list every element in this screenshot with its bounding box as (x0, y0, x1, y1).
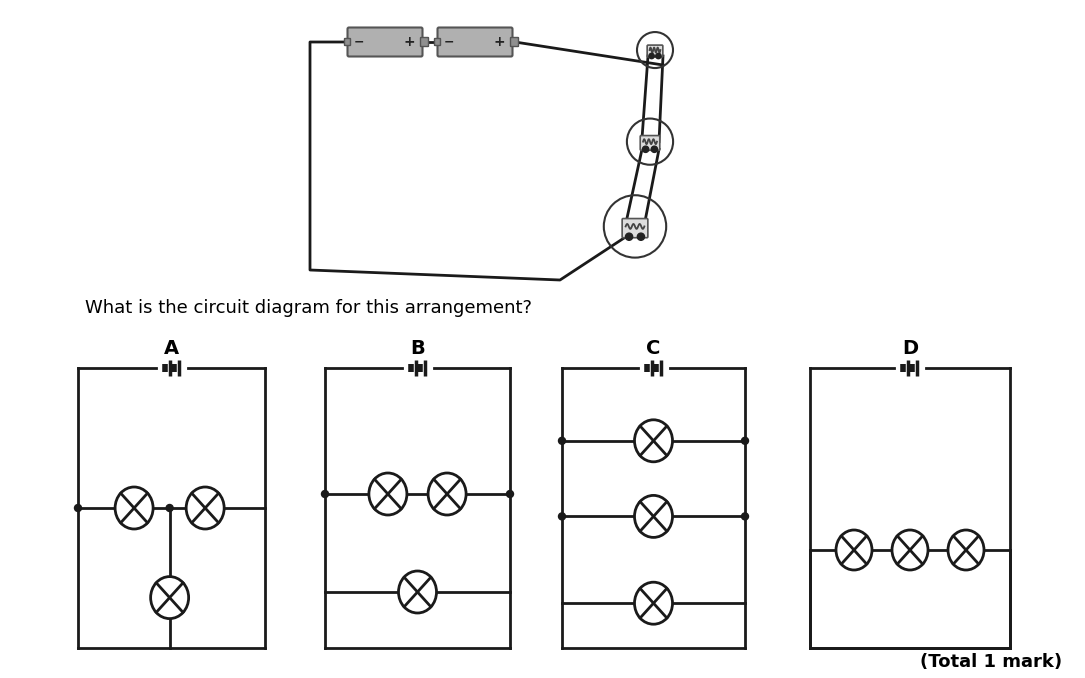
Circle shape (166, 504, 174, 511)
Ellipse shape (115, 487, 153, 529)
Text: What is the circuit diagram for this arrangement?: What is the circuit diagram for this arr… (85, 299, 532, 317)
FancyBboxPatch shape (347, 28, 422, 56)
Text: A: A (164, 338, 179, 357)
Circle shape (559, 513, 565, 520)
Circle shape (642, 146, 649, 153)
Ellipse shape (635, 582, 673, 624)
Circle shape (741, 437, 749, 444)
Ellipse shape (948, 530, 984, 570)
Circle shape (559, 437, 565, 444)
FancyBboxPatch shape (345, 39, 350, 45)
Circle shape (625, 233, 633, 240)
Text: D: D (902, 338, 918, 357)
FancyBboxPatch shape (640, 136, 660, 151)
Ellipse shape (151, 576, 189, 618)
Ellipse shape (837, 530, 872, 570)
Text: +: + (404, 35, 414, 49)
FancyBboxPatch shape (647, 45, 663, 57)
Text: B: B (410, 338, 425, 357)
Ellipse shape (369, 473, 407, 515)
Circle shape (75, 504, 81, 511)
Circle shape (651, 146, 658, 153)
Ellipse shape (187, 487, 225, 529)
Text: C: C (647, 338, 661, 357)
Ellipse shape (635, 496, 673, 538)
Circle shape (655, 54, 661, 59)
Ellipse shape (398, 571, 436, 613)
Text: (Total 1 mark): (Total 1 mark) (920, 653, 1062, 671)
Circle shape (507, 490, 513, 498)
FancyBboxPatch shape (421, 37, 429, 47)
Ellipse shape (635, 420, 673, 462)
Circle shape (741, 513, 749, 520)
Circle shape (649, 54, 654, 59)
Text: −: − (354, 35, 365, 49)
Ellipse shape (429, 473, 467, 515)
FancyBboxPatch shape (511, 37, 519, 47)
Text: −: − (444, 35, 455, 49)
Text: +: + (494, 35, 505, 49)
Ellipse shape (892, 530, 928, 570)
FancyBboxPatch shape (437, 28, 512, 56)
Circle shape (637, 233, 644, 240)
FancyBboxPatch shape (434, 39, 441, 45)
FancyBboxPatch shape (622, 218, 648, 238)
Circle shape (321, 490, 329, 498)
